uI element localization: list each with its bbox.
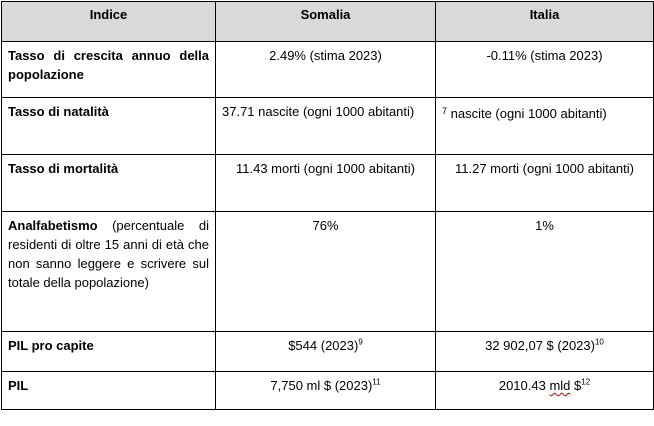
table-row: PIL pro capite $544 (2023)9 32 902,07 $ … [1, 331, 654, 372]
somalia-cell: 7,750 ml $ (2023)11 [215, 371, 436, 410]
table-row: Tasso di natalità 37.71 nascite (ogni 10… [1, 97, 654, 155]
italia-cell: 2010.43 mld $12 [435, 371, 654, 410]
header-italia: Italia [435, 1, 654, 42]
italia-cell: 32 902,07 $ (2023)10 [435, 331, 654, 372]
table-row: Tasso di crescita annuo della popolazion… [1, 41, 654, 98]
footnote-ref: 7 [442, 106, 448, 116]
table-row: PIL 7,750 ml $ (2023)11 2010.43 mld $12 [1, 371, 654, 410]
somalia-cell: 76% [215, 211, 436, 332]
row-label: Tasso di natalità [1, 97, 216, 155]
somalia-cell: 37.71 nascite (ogni 1000 abitanti) [215, 97, 436, 155]
italia-cell: 1% [435, 211, 654, 332]
row-label: Tasso di mortalità [1, 154, 216, 212]
italia-cell: 7 nascite (ogni 1000 abitanti) [435, 97, 654, 155]
somalia-cell: $544 (2023)9 [215, 331, 436, 372]
spellcheck-word: mld [549, 378, 571, 393]
table-row: Analfabetismo (percentuale di residenti … [1, 211, 654, 332]
comparison-table: Indice Somalia Italia Tasso di crescita … [1, 1, 654, 410]
row-label: Analfabetismo (percentuale di residenti … [1, 211, 216, 332]
italia-cell: -0.11% (stima 2023) [435, 41, 654, 98]
italia-cell: 11.27 morti (ogni 1000 abitanti) [435, 154, 654, 212]
somalia-cell: 2.49% (stima 2023) [215, 41, 436, 98]
row-label: PIL pro capite [1, 331, 216, 372]
somalia-cell: 11.43 morti (ogni 1000 abitanti) [215, 154, 436, 212]
footnote-ref: 12 [581, 377, 591, 387]
table-row: Tasso di mortalità 11.43 morti (ogni 100… [1, 154, 654, 212]
footnote-ref: 9 [358, 337, 363, 347]
header-somalia: Somalia [215, 1, 436, 42]
row-label: PIL [1, 371, 216, 410]
header-indice: Indice [1, 1, 216, 42]
footnote-ref: 11 [372, 377, 381, 387]
footnote-ref: 10 [594, 337, 604, 347]
row-label: Tasso di crescita annuo della popolazion… [1, 41, 216, 98]
header-row: Indice Somalia Italia [1, 1, 654, 42]
